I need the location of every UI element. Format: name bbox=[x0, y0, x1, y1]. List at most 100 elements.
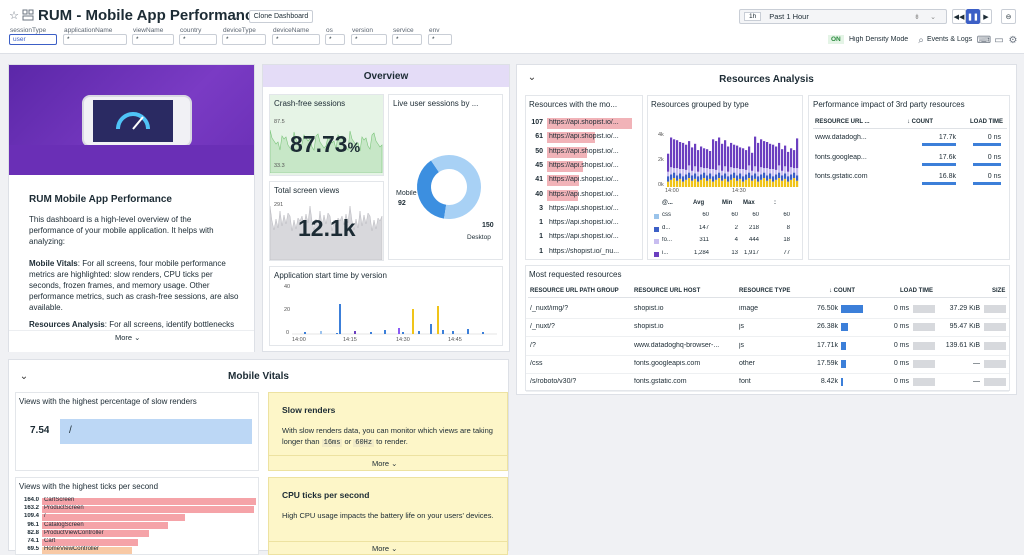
top-resource-row[interactable]: 3 https://api.shopist.io/... bbox=[526, 203, 642, 217]
pause-button[interactable]: ❚❚ bbox=[966, 9, 980, 24]
template-variable[interactable]: os * bbox=[325, 27, 345, 46]
most-requested-row[interactable]: /s/roboto/v30/? fonts.gstatic.com font 8.42… bbox=[526, 375, 1009, 393]
density-on-badge[interactable]: ON bbox=[828, 35, 844, 44]
intro-more-button[interactable]: More ⌄ bbox=[115, 333, 141, 342]
grouped-bar-segment bbox=[778, 165, 781, 173]
slow-note-more-button[interactable]: More ⌄ bbox=[372, 459, 398, 468]
top-resource-row[interactable]: 107 https://api.shopist.io/... bbox=[526, 117, 642, 131]
ticks-row[interactable]: 109.4 / bbox=[16, 513, 258, 521]
time-range-selector[interactable]: 1h Past 1 Hour ⇟ ⌄ bbox=[739, 9, 947, 24]
ticks-title: Views with the highest ticks per second bbox=[19, 482, 159, 491]
search-icon[interactable]: ⌕ bbox=[918, 34, 924, 46]
slow-note-or: or bbox=[342, 437, 354, 446]
most-requested-row[interactable]: /css fonts.googleapis.com other 17.59k 0 ms — bbox=[526, 357, 1009, 374]
variable-value[interactable]: * bbox=[222, 34, 266, 45]
top-resource-row[interactable]: 40 https://api.shopist.io/... bbox=[526, 189, 642, 203]
start-time-bar bbox=[354, 331, 356, 334]
collapse-chevron-icon[interactable]: ⌄ bbox=[527, 71, 537, 83]
intro-panel: RUM Mobile App Performance This dashboar… bbox=[8, 64, 255, 352]
most-col-host[interactable]: RESOURCE URL HOST bbox=[634, 288, 701, 294]
slow-more-label: More bbox=[372, 459, 390, 468]
third-party-url[interactable]: fonts.gstatic.com bbox=[815, 173, 868, 180]
intro-text-1: This dashboard is a high-level overview … bbox=[29, 215, 214, 246]
third-col-url[interactable]: RESOURCE URL ... bbox=[815, 119, 870, 125]
most-requested-row[interactable]: /_nuxt/? shopist.io js 26.38k 0 ms 95.47 KiB bbox=[526, 320, 1009, 338]
variable-value[interactable]: user bbox=[9, 34, 57, 45]
time-settings-icon[interactable]: ⇟ bbox=[914, 13, 920, 21]
variable-value[interactable]: * bbox=[325, 34, 345, 45]
variable-value[interactable]: * bbox=[272, 34, 320, 45]
tv-mode-icon[interactable]: ▭ bbox=[994, 34, 1004, 46]
grouped-bar-segment bbox=[760, 174, 763, 180]
most-col-path[interactable]: RESOURCE URL PATH GROUP bbox=[530, 288, 619, 294]
grouped-bar-segment bbox=[679, 178, 682, 187]
chevron-down-icon[interactable]: ⌄ bbox=[930, 13, 936, 21]
start-tick-0: 14:00 bbox=[292, 337, 306, 343]
grouped-cell: 1,284 bbox=[693, 249, 709, 256]
top-resource-row[interactable]: 1 https://api.shopist.io/... bbox=[526, 217, 642, 231]
most-count-bar bbox=[841, 305, 863, 313]
most-col-load[interactable]: LOAD TIME bbox=[900, 288, 933, 294]
top-resource-row[interactable]: 45 https://api.shopist.io/... bbox=[526, 160, 642, 174]
grouped-col-header[interactable]: Avg bbox=[693, 200, 705, 206]
variable-value[interactable]: * bbox=[428, 34, 452, 45]
most-requested-row[interactable]: /? www.datadoghq-browser-... js 17.71k 0 ms 1… bbox=[526, 339, 1009, 356]
keyboard-icon[interactable]: ⌨ bbox=[976, 34, 992, 46]
top-resource-row[interactable]: 50 https://api.shopist.io/... bbox=[526, 146, 642, 160]
ticks-row[interactable]: 96.1 CatalogScreen bbox=[16, 522, 258, 530]
variable-value[interactable]: * bbox=[132, 34, 174, 45]
template-variable[interactable]: country * bbox=[179, 27, 217, 46]
most-requested-row[interactable]: /_nuxt/img/? shopist.io image 76.50k 0 ms 37.… bbox=[526, 302, 1009, 319]
template-variable[interactable]: viewName * bbox=[132, 27, 174, 46]
grouped-col-header[interactable]: Min bbox=[722, 200, 733, 206]
grouped-col-header[interactable]: Max bbox=[743, 200, 755, 206]
grouped-bar-segment bbox=[706, 180, 709, 187]
grouped-y-2k: 2k bbox=[658, 157, 664, 163]
grouped-col-header[interactable]: : bbox=[774, 200, 776, 206]
top-resource-row[interactable]: 41 https://api.shopist.io/... bbox=[526, 174, 642, 188]
most-col-size[interactable]: SIZE bbox=[992, 288, 1006, 294]
forward-button[interactable]: ▶ bbox=[980, 9, 992, 24]
template-variable[interactable]: service * bbox=[392, 27, 422, 46]
template-variable[interactable]: env * bbox=[428, 27, 452, 46]
third-party-url[interactable]: www.datadogh... bbox=[815, 134, 867, 141]
cpu-note-more-button[interactable]: More ⌄ bbox=[372, 544, 398, 553]
ticks-row[interactable]: 74.1 Cart bbox=[16, 538, 258, 546]
grouped-bar-segment bbox=[763, 168, 766, 173]
collapse-chevron-icon[interactable]: ⌄ bbox=[19, 370, 29, 382]
top-resource-count: 1 bbox=[539, 233, 543, 241]
third-party-count-bar bbox=[922, 162, 956, 166]
clone-dashboard-button[interactable]: Clone Dashboard bbox=[249, 10, 313, 23]
third-col-count[interactable]: ↓ COUNT bbox=[907, 119, 934, 125]
most-col-count[interactable]: ↓ COUNT bbox=[829, 288, 856, 294]
top-resource-row[interactable]: 1 https://shopist.io/_nu... bbox=[526, 246, 642, 260]
events-logs-link[interactable]: Events & Logs bbox=[927, 36, 973, 43]
chevron-down-icon[interactable]: ⌄ bbox=[231, 10, 241, 22]
template-variable[interactable]: deviceType * bbox=[222, 27, 266, 46]
template-variable[interactable]: deviceName * bbox=[272, 27, 320, 46]
variable-value[interactable]: * bbox=[63, 34, 127, 45]
density-label[interactable]: High Density Mode bbox=[849, 36, 909, 43]
ticks-row[interactable]: 69.5 HomeViewController bbox=[16, 546, 258, 554]
template-variable[interactable]: sessionType user bbox=[9, 27, 57, 46]
variable-value[interactable]: * bbox=[179, 34, 217, 45]
template-variable[interactable]: applicationName * bbox=[63, 27, 127, 46]
third-col-load[interactable]: LOAD TIME bbox=[970, 119, 1003, 125]
template-variable[interactable]: version * bbox=[351, 27, 387, 46]
ticks-row[interactable]: 164.0 CartScreen bbox=[16, 497, 258, 505]
third-party-url[interactable]: fonts.googleap... bbox=[815, 153, 867, 161]
most-col-type[interactable]: RESOURCE TYPE bbox=[739, 288, 791, 294]
variable-value[interactable]: * bbox=[392, 34, 422, 45]
variable-value[interactable]: * bbox=[351, 34, 387, 45]
ticks-row[interactable]: 82.8 ProductViewController bbox=[16, 530, 258, 538]
start-y-mid: 20 bbox=[284, 307, 291, 313]
top-resource-row[interactable]: 1 https://api.shopist.io/... bbox=[526, 231, 642, 245]
rewind-button[interactable]: ◀◀ bbox=[952, 9, 966, 24]
ticks-row[interactable]: 163.2 ProductScreen bbox=[16, 505, 258, 513]
settings-icon[interactable]: ⚙ bbox=[1008, 34, 1018, 46]
zoom-out-icon[interactable]: ⊖ bbox=[1001, 9, 1016, 24]
grouped-bar-segment bbox=[766, 175, 769, 181]
grouped-col-header[interactable]: @... bbox=[662, 200, 673, 206]
star-icon[interactable]: ☆ bbox=[9, 9, 19, 22]
top-resource-row[interactable]: 61 https://api.shopist.io/... bbox=[526, 131, 642, 145]
